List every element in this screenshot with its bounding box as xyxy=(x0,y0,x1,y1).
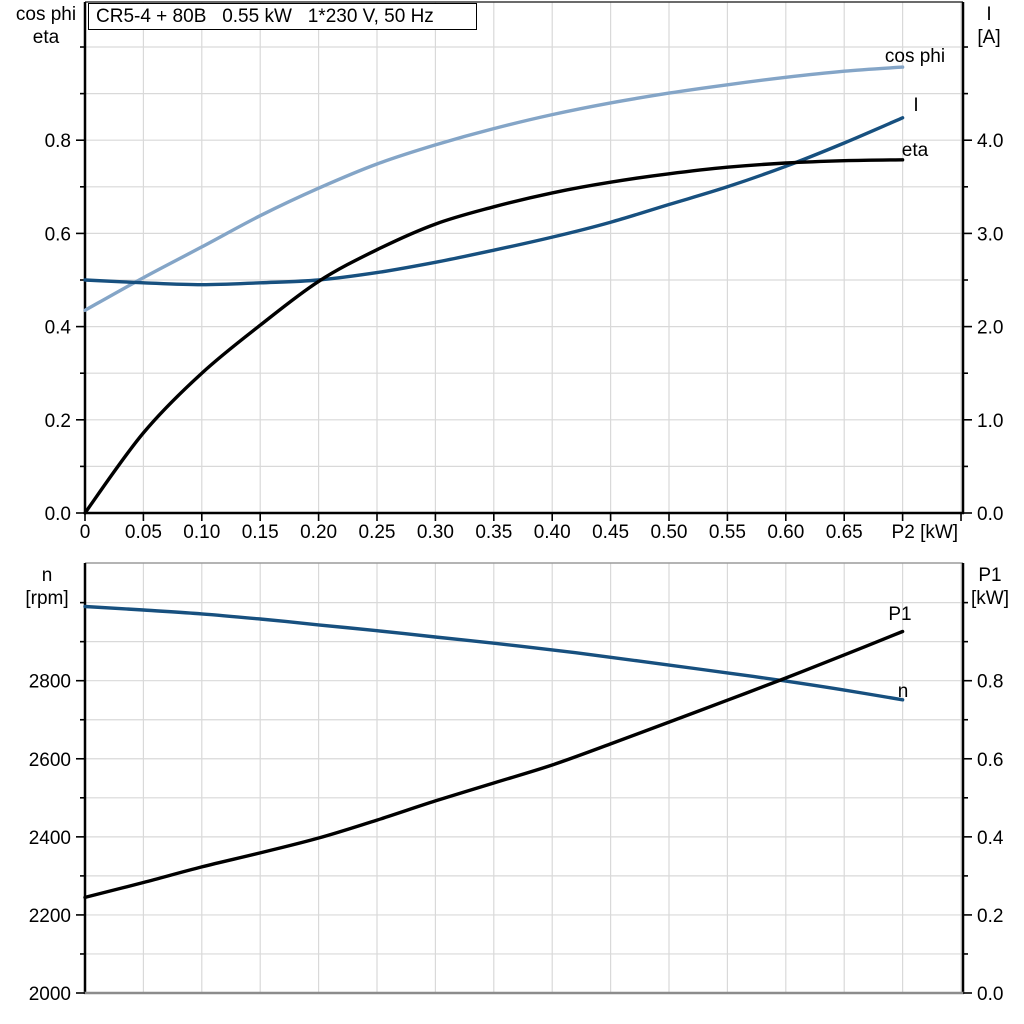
right-tick-label: 0.8 xyxy=(977,672,1003,693)
x-tick-label: 0.05 xyxy=(125,522,162,543)
curve-n xyxy=(83,604,905,702)
curve-label-n: n xyxy=(898,681,909,702)
right-tick-label: 3.0 xyxy=(977,224,1003,245)
chart-title: CR5-4 + 80B 0.55 kW 1*230 V, 50 Hz xyxy=(96,6,434,27)
curve-label-i: I xyxy=(913,95,918,116)
x-tick-label: 0.50 xyxy=(651,522,688,543)
left-tick-label: 2000 xyxy=(29,984,71,1005)
x-tick-label: 0.15 xyxy=(242,522,279,543)
right-axis-title-line: I xyxy=(986,4,991,25)
x-tick-label: 0.10 xyxy=(183,522,220,543)
chart-title-box: CR5-4 + 80B 0.55 kW 1*230 V, 50 Hz xyxy=(88,3,477,30)
left-tick-label: 0.2 xyxy=(45,411,71,432)
left-tick-label: 0.6 xyxy=(45,224,71,245)
right-tick-label: 0.0 xyxy=(977,984,1003,1005)
right-axis-title-line: P1 xyxy=(978,565,1001,586)
left-tick-label: 2800 xyxy=(29,672,71,693)
left-axis-title-line: [rpm] xyxy=(25,588,68,609)
left-tick-label: 0.4 xyxy=(45,318,72,339)
x-axis-unit-label: P2 [kW] xyxy=(892,522,959,543)
left-tick-label: 2200 xyxy=(29,906,71,927)
left-tick-label: 2600 xyxy=(29,750,71,771)
left-axis-title-line: cos phi xyxy=(16,4,76,25)
curve-label-p1: P1 xyxy=(888,604,911,625)
x-tick-label: 0.20 xyxy=(300,522,337,543)
x-tick-label: 0.60 xyxy=(767,522,804,543)
curve-i xyxy=(83,116,905,287)
x-tick-label: 0.35 xyxy=(475,522,512,543)
left-tick-label: 0.0 xyxy=(45,504,71,525)
right-tick-label: 0.6 xyxy=(977,750,1003,771)
right-tick-label: 2.0 xyxy=(977,318,1003,339)
left-axis-title-line: n xyxy=(42,565,53,586)
x-tick-label: 0.25 xyxy=(359,522,396,543)
right-tick-label: 1.0 xyxy=(977,411,1003,432)
curve-p1 xyxy=(83,629,905,900)
x-tick-label: 0.30 xyxy=(417,522,454,543)
left-axis-title-line: eta xyxy=(33,27,60,48)
left-tick-label: 0.8 xyxy=(45,131,71,152)
right-axis-title-line: [kW] xyxy=(971,588,1009,609)
left-tick-label: 2400 xyxy=(29,828,71,849)
x-tick-label: 0.55 xyxy=(709,522,746,543)
right-tick-label: 4.0 xyxy=(977,131,1003,152)
curve-label-eta: eta xyxy=(902,140,929,161)
x-tick-label: 0.65 xyxy=(826,522,863,543)
x-tick-label: 0.45 xyxy=(592,522,629,543)
x-tick-label: 0.40 xyxy=(534,522,571,543)
curve-label-cos-phi: cos phi xyxy=(885,46,945,67)
curve-cos-phi xyxy=(83,65,905,312)
right-tick-label: 0.2 xyxy=(977,906,1003,927)
right-tick-label: 0.0 xyxy=(977,504,1003,525)
curve-eta xyxy=(83,158,905,515)
right-tick-label: 0.4 xyxy=(977,828,1004,849)
right-axis-title-line: [A] xyxy=(977,27,1000,48)
x-tick-label: 0 xyxy=(80,522,91,543)
